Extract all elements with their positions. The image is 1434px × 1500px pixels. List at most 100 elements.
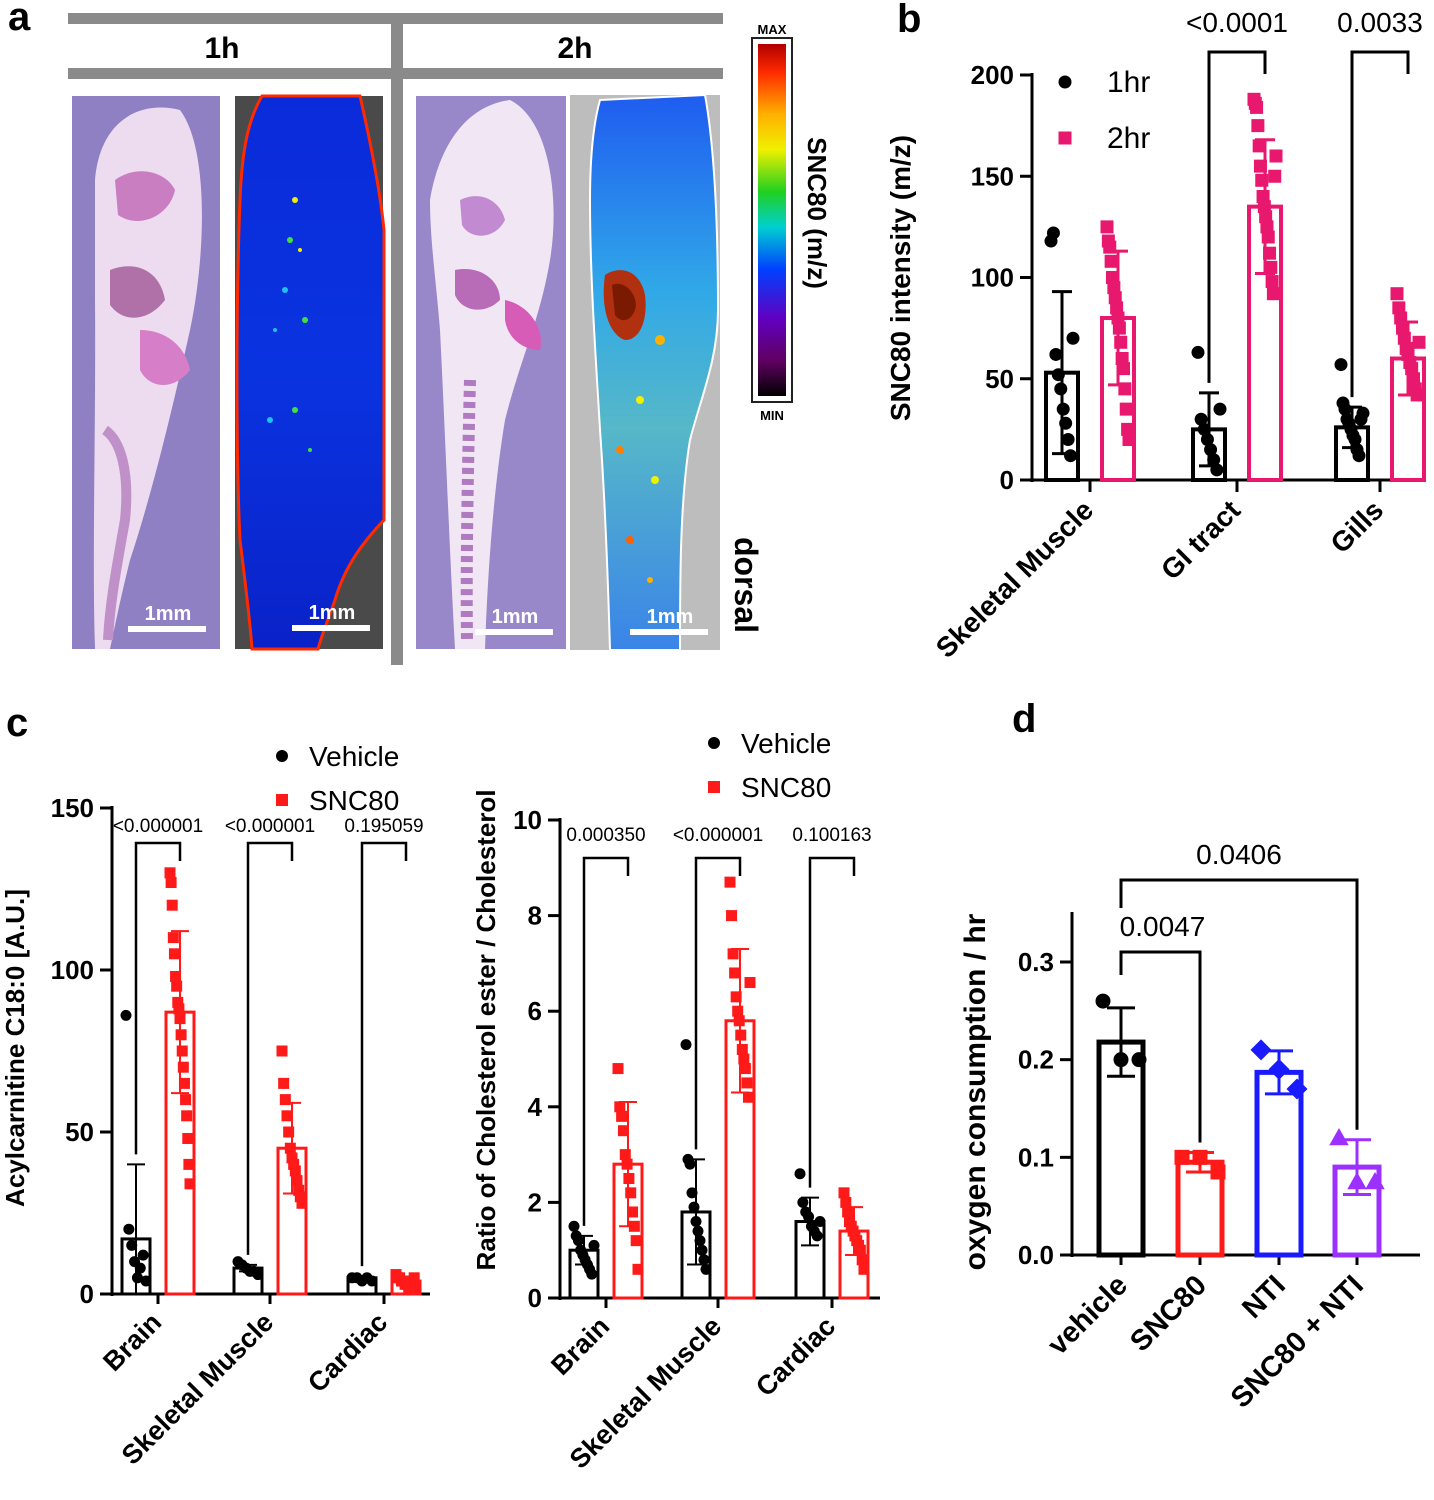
significance-bracket <box>1119 878 1359 1130</box>
data-point <box>627 1206 639 1218</box>
data-point <box>137 1249 149 1261</box>
legend-label: Vehicle <box>309 741 399 772</box>
data-point <box>1397 331 1411 345</box>
legend-marker <box>276 750 288 762</box>
data-point <box>276 1045 288 1057</box>
data-point <box>1054 382 1068 396</box>
legend-marker <box>708 781 720 793</box>
data-point <box>1405 362 1419 376</box>
data-point <box>165 877 177 889</box>
data-point <box>858 1263 870 1275</box>
data-point <box>279 1094 291 1106</box>
data-point <box>1117 362 1130 376</box>
data-point <box>176 1045 188 1057</box>
data-point <box>1263 246 1277 260</box>
data-point <box>164 867 176 879</box>
orientation-label: dorsal <box>728 537 764 633</box>
data-point <box>797 1196 809 1208</box>
x-tick-label: Cardiac <box>750 1311 841 1402</box>
data-point <box>744 977 756 989</box>
data-point <box>1194 412 1208 426</box>
y-tick-label: 0 <box>1000 465 1014 495</box>
data-point <box>134 1262 146 1274</box>
data-point <box>296 1197 308 1209</box>
data-point <box>1410 388 1424 402</box>
data-point <box>1100 220 1114 234</box>
data-point <box>842 1206 854 1218</box>
significance-bracket <box>1207 50 1267 383</box>
data-point <box>175 1029 187 1041</box>
y-tick-label: 150 <box>971 161 1014 191</box>
scale-bar-1: 1mm <box>128 603 206 632</box>
colorbar-title: SNC80 (m/z) <box>802 137 832 289</box>
x-tick-label: vehicle <box>1042 1269 1134 1361</box>
panel-c-acylcarnitine-chart: c 0 50 100 150 Acylcarnitine C18:0 [A.U.] Brai… <box>0 701 430 1470</box>
data-point <box>686 1187 698 1199</box>
colorbar-min-label: MIN <box>760 408 784 423</box>
data-point <box>120 1009 132 1021</box>
data-point <box>289 1165 301 1177</box>
p-value-label: 0.0033 <box>1337 7 1423 38</box>
y-tick-label: 8 <box>528 901 542 931</box>
data-point <box>140 1275 152 1287</box>
data-point <box>694 1235 706 1247</box>
data-point <box>167 932 179 944</box>
data-point <box>1260 220 1274 234</box>
data-point <box>1269 149 1283 163</box>
data-point <box>172 996 184 1008</box>
data-point <box>1352 449 1366 463</box>
data-point <box>1106 271 1119 284</box>
data-point <box>252 1269 264 1281</box>
data-point <box>1200 433 1214 446</box>
legend-marker <box>1058 131 1072 145</box>
data-point <box>1266 287 1280 301</box>
data-point <box>1210 1164 1226 1180</box>
data-point <box>684 1158 696 1170</box>
panel-a-label: a <box>8 0 31 39</box>
data-point <box>1268 169 1282 183</box>
data-point <box>625 1187 637 1199</box>
data-point <box>736 1043 748 1055</box>
data-point <box>623 1173 635 1184</box>
heatmap-image-2h <box>570 93 720 651</box>
legend-label: 1hr <box>1107 66 1150 99</box>
data-point <box>1394 311 1408 325</box>
x-tick-label: Gills <box>1324 494 1389 559</box>
data-point <box>288 1158 300 1170</box>
legend-marker <box>1058 75 1072 89</box>
y-tick-label: 0 <box>528 1283 542 1313</box>
significance-bracket <box>808 856 856 1188</box>
data-point <box>1338 402 1352 416</box>
data-point <box>1111 311 1125 325</box>
data-point <box>1095 993 1111 1009</box>
p-value-label: <0.000001 <box>673 825 763 846</box>
data-point <box>727 948 739 960</box>
data-point <box>278 1077 290 1089</box>
data-point <box>173 1003 185 1015</box>
data-point <box>170 970 182 982</box>
data-point <box>730 991 742 1003</box>
colorbar-max-label: MAX <box>758 22 787 37</box>
p-value-label: 0.100163 <box>792 825 871 846</box>
scale-bar-4-label: 1mm <box>647 606 694 628</box>
significance-bracket <box>582 856 630 1226</box>
panel-d-label: d <box>1012 697 1036 741</box>
data-point <box>803 1211 815 1223</box>
data-point <box>1064 449 1078 463</box>
data-point <box>735 1029 747 1041</box>
panel-a: a 1h 2h <box>8 0 832 665</box>
x-tick-label: NTI <box>1236 1269 1292 1325</box>
y-tick-label: 100 <box>971 263 1014 293</box>
data-point <box>131 1272 143 1284</box>
data-point <box>1396 321 1409 335</box>
data-point <box>181 1110 193 1122</box>
data-point <box>617 1125 629 1137</box>
data-point <box>294 1191 306 1203</box>
data-point <box>1365 1172 1385 1190</box>
data-point <box>1334 358 1348 372</box>
data-point <box>177 1061 189 1073</box>
data-point <box>1264 260 1278 274</box>
scale-bar-2-label: 1mm <box>309 602 356 624</box>
data-point <box>729 967 741 979</box>
